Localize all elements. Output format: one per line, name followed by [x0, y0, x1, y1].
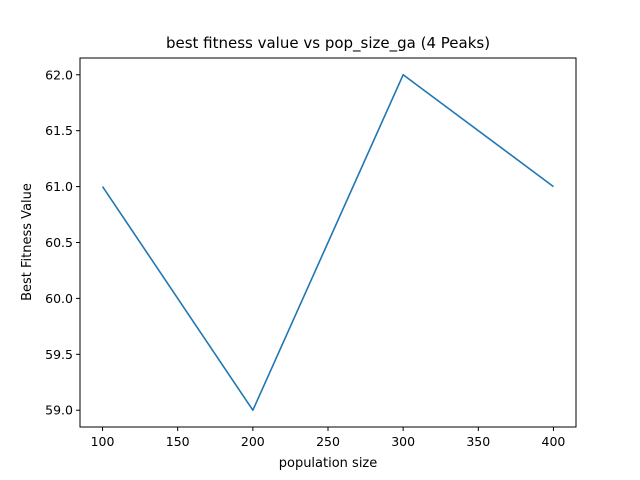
x-tick-label: 350: [466, 434, 490, 449]
x-tick-label: 250: [316, 434, 340, 449]
x-axis: 100 150 200 250 300 350 400: [91, 427, 566, 449]
y-tick-label: 60.0: [45, 291, 73, 306]
y-tick-label: 61.5: [45, 123, 73, 138]
plot-area: [101, 73, 554, 412]
x-axis-label: population size: [279, 456, 378, 471]
y-axis: 59.0 59.5 60.0 60.5 61.0 61.5 62.0: [45, 67, 80, 418]
y-tick-label: 62.0: [45, 67, 73, 82]
y-tick-label: 60.5: [45, 235, 73, 250]
y-tick-label: 61.0: [45, 179, 73, 194]
y-tick-label: 59.5: [45, 347, 73, 362]
chart-title: best fitness value vs pop_size_ga (4 Pea…: [166, 34, 490, 53]
x-tick-label: 300: [391, 434, 415, 449]
x-tick-label: 100: [91, 434, 115, 449]
y-axis-label: Best Fitness Value: [20, 183, 35, 301]
x-tick-label: 150: [166, 434, 190, 449]
y-tick-label: 59.0: [45, 403, 73, 418]
series-line-0: [101, 73, 554, 412]
x-tick-label: 400: [542, 434, 566, 449]
x-tick-label: 200: [241, 434, 265, 449]
